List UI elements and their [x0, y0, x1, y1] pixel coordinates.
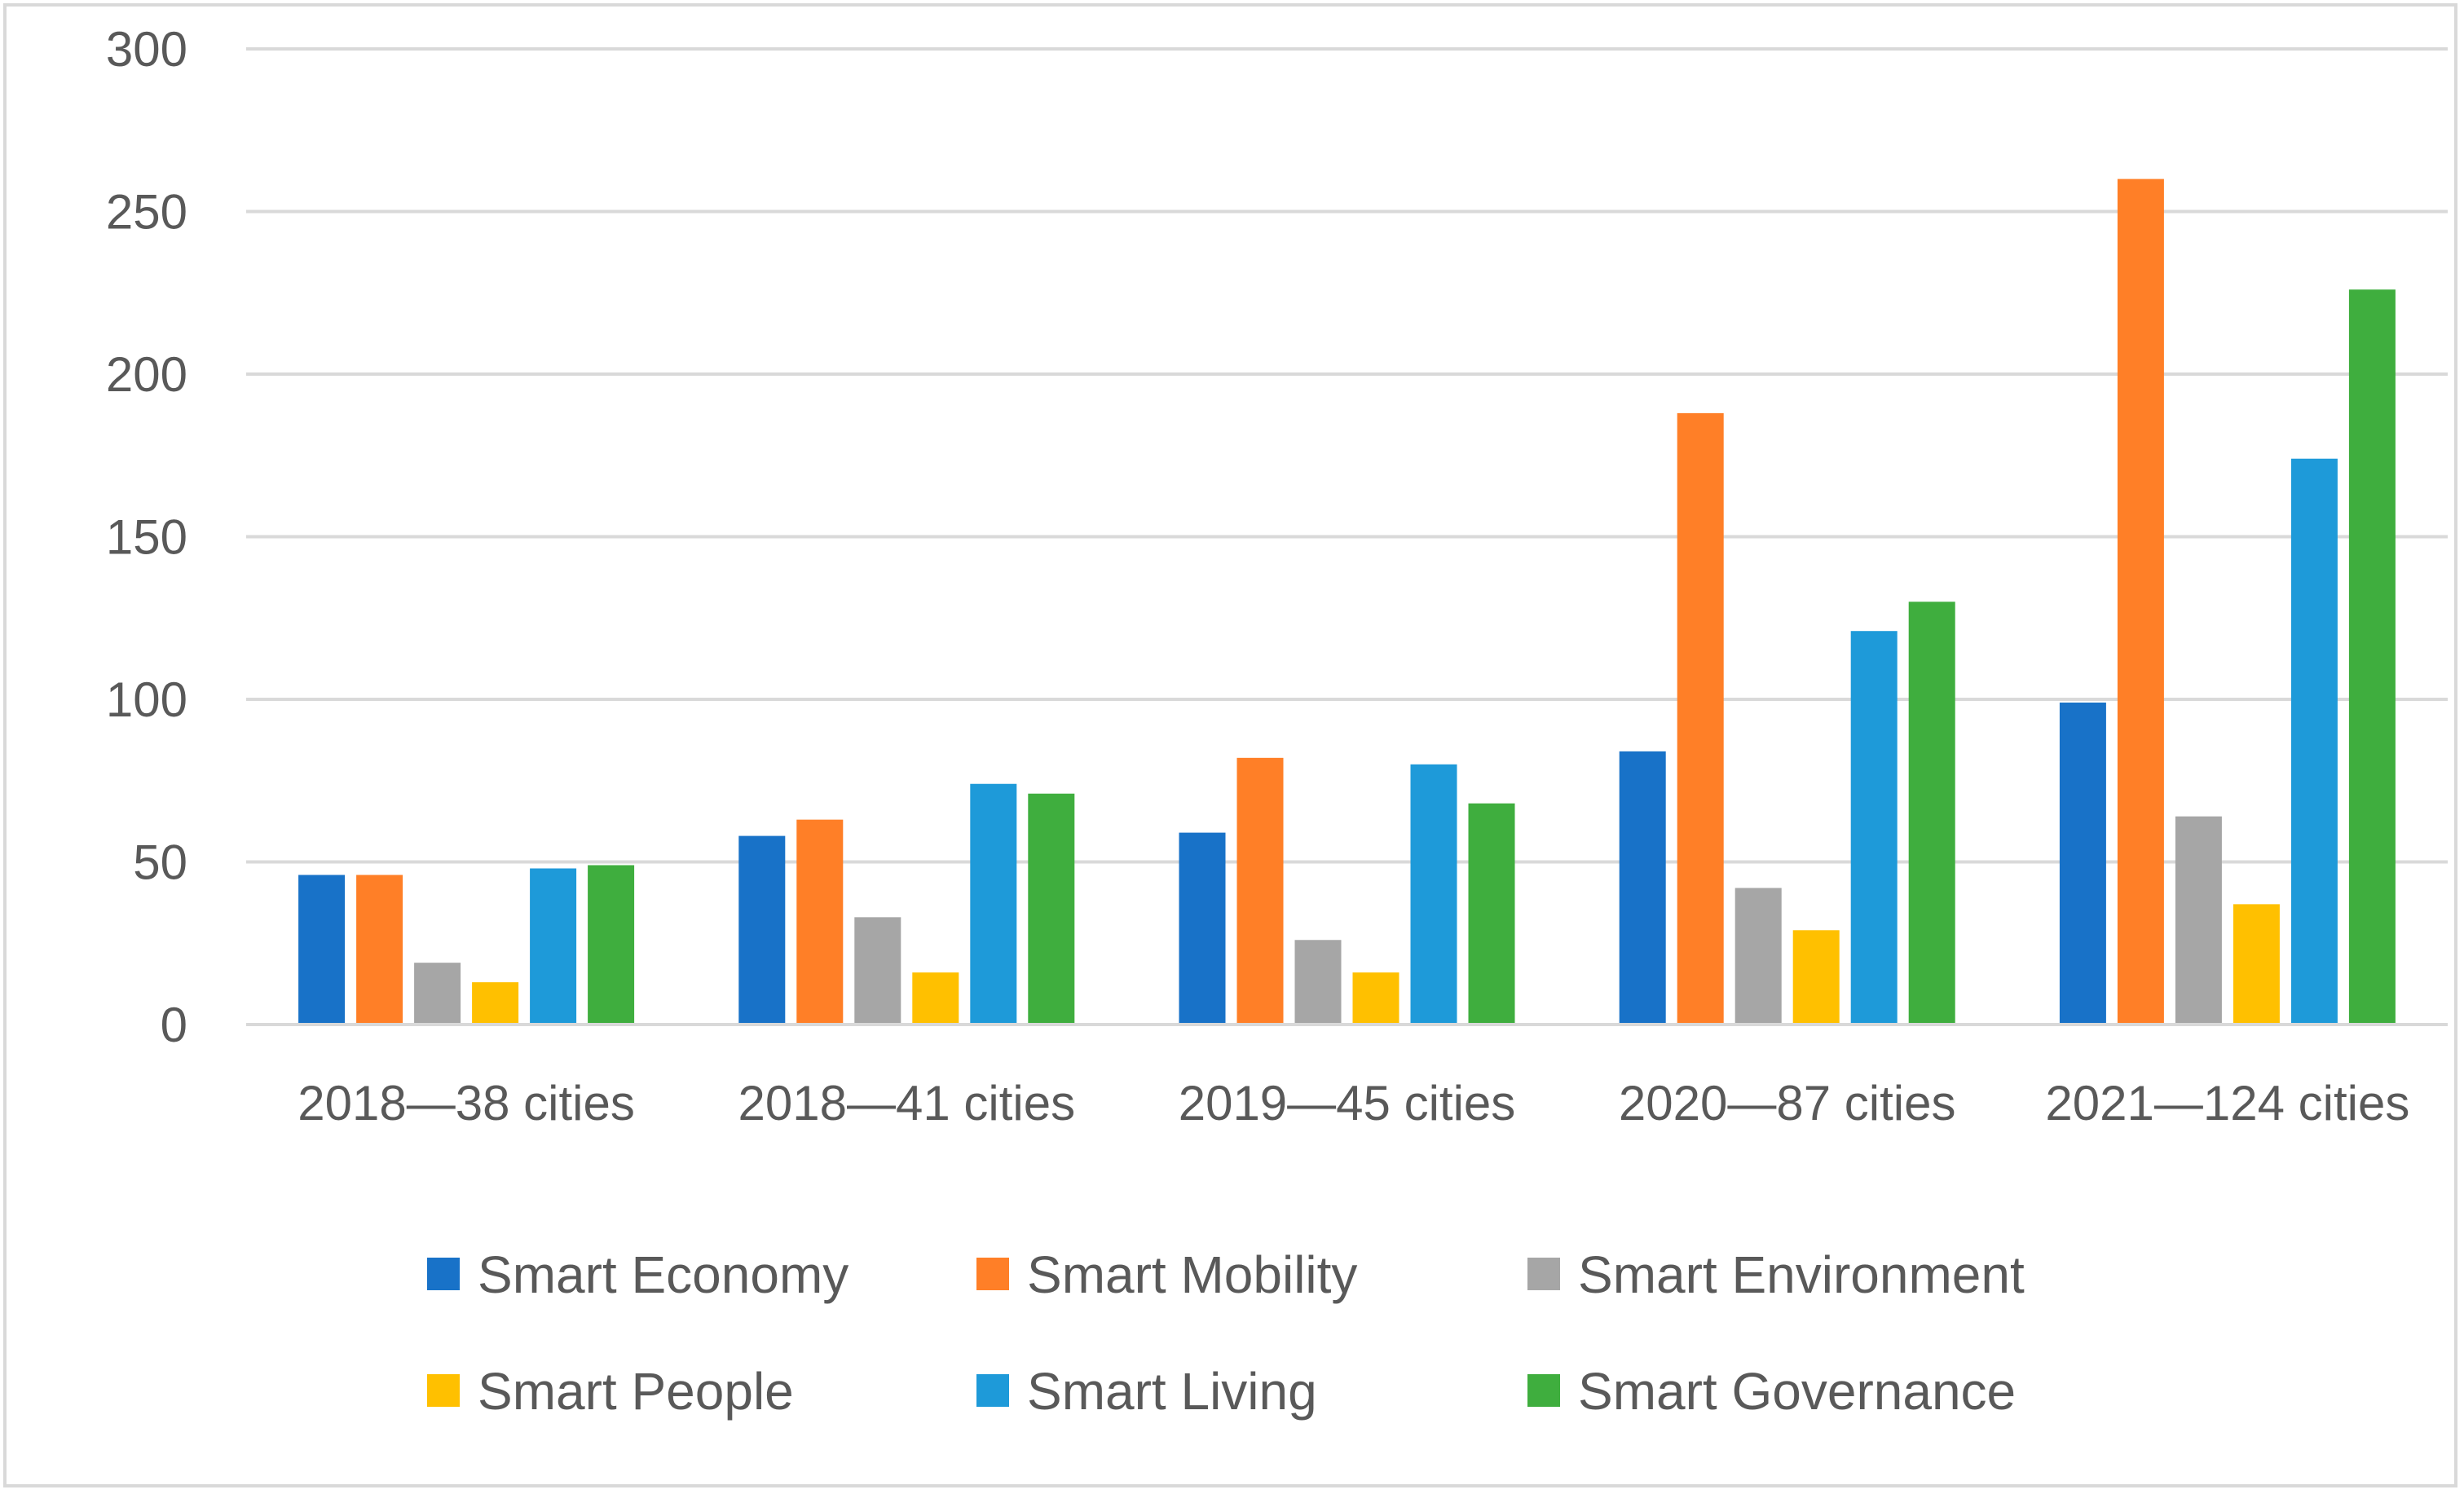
- bar-smart-people-2: [1352, 972, 1399, 1025]
- gridlines: [246, 47, 2448, 864]
- legend-label: Smart People: [478, 1362, 794, 1421]
- bar-smart-environment-2: [1294, 940, 1342, 1025]
- bar-smart-economy-1: [738, 835, 786, 1025]
- bar-smart-economy-3: [1619, 751, 1666, 1025]
- chart-frame: [3, 3, 2457, 1487]
- legend-label: Smart Governance: [1578, 1362, 2016, 1421]
- bar-smart-living-2: [1410, 764, 1457, 1025]
- bar-smart-economy-4: [2059, 702, 2106, 1025]
- x-tick-label: 2020—87 cities: [1619, 1076, 1956, 1130]
- bar-smart-mobility-1: [796, 819, 844, 1025]
- bar-smart-people-4: [2233, 904, 2280, 1025]
- x-axis-tick-labels: 2018—38 cities 2018—41 cities 2019—45 citi…: [298, 1076, 2409, 1130]
- bar-smart-environment-0: [414, 963, 461, 1025]
- bars: [298, 178, 2396, 1025]
- x-tick-label: 2018—41 cities: [738, 1076, 1076, 1130]
- y-tick-label: 100: [106, 672, 187, 727]
- bar-smart-people-0: [472, 982, 519, 1025]
- bar-smart-people-1: [912, 972, 959, 1025]
- bar-smart-governance-0: [588, 865, 635, 1025]
- bar-smart-governance-3: [1908, 602, 1955, 1025]
- bar-smart-governance-2: [1468, 803, 1515, 1025]
- bar-smart-environment-1: [854, 917, 901, 1025]
- bar-smart-living-0: [530, 868, 577, 1025]
- bar-smart-mobility-3: [1677, 412, 1724, 1025]
- bar-smart-governance-1: [1028, 793, 1075, 1025]
- bar-smart-mobility-2: [1236, 757, 1284, 1025]
- y-tick-label: 0: [161, 998, 187, 1052]
- legend-swatch-smart-mobility: [976, 1258, 1009, 1290]
- y-tick-label: 300: [106, 22, 187, 77]
- legend-label: Smart Mobility: [1027, 1245, 1357, 1304]
- x-tick-label: 2021—124 cities: [2045, 1076, 2409, 1130]
- x-tick-label: 2019—45 cities: [1179, 1076, 1516, 1130]
- y-tick-label: 150: [106, 510, 187, 565]
- legend-label: Smart Living: [1027, 1362, 1317, 1421]
- y-axis-tick-labels: 0 50 100 150 200 250 300: [106, 22, 187, 1052]
- legend-label: Smart Economy: [478, 1245, 849, 1304]
- bar-smart-living-1: [970, 783, 1017, 1025]
- legend: Smart Economy Smart Mobility Smart Environ…: [427, 1245, 2025, 1421]
- bar-smart-people-3: [1792, 930, 1840, 1025]
- bar-smart-mobility-4: [2117, 178, 2164, 1025]
- bar-smart-living-4: [2290, 458, 2338, 1025]
- bar-smart-economy-0: [298, 875, 346, 1025]
- y-tick-label: 50: [133, 835, 187, 890]
- legend-swatch-smart-governance: [1527, 1374, 1560, 1407]
- bar-smart-living-3: [1850, 631, 1898, 1025]
- legend-swatch-smart-economy: [427, 1258, 460, 1290]
- bar-smart-economy-2: [1179, 832, 1226, 1025]
- bar-smart-governance-4: [2348, 289, 2396, 1025]
- y-tick-label: 250: [106, 185, 187, 240]
- legend-label: Smart Environment: [1578, 1245, 2025, 1304]
- y-tick-label: 200: [106, 347, 187, 402]
- bar-smart-environment-3: [1734, 888, 1782, 1025]
- bar-smart-mobility-0: [356, 875, 403, 1025]
- legend-swatch-smart-people: [427, 1374, 460, 1407]
- legend-swatch-smart-environment: [1527, 1258, 1560, 1290]
- bar-smart-environment-4: [2175, 816, 2222, 1025]
- x-tick-label: 2018—38 cities: [298, 1076, 635, 1130]
- legend-swatch-smart-living: [976, 1374, 1009, 1407]
